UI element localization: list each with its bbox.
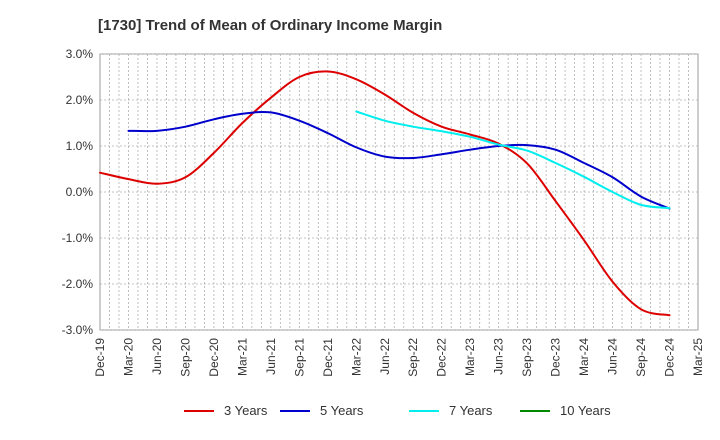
x-tick-label: Sep-21: [292, 338, 306, 377]
legend-label-5-years: 5 Years: [320, 403, 364, 418]
x-tick-label: Dec-23: [549, 338, 563, 377]
x-tick-label: Mar-21: [235, 338, 249, 376]
x-tick-label: Jun-21: [264, 338, 278, 375]
x-axis-tick-labels: Dec-19 Mar-20 Jun-20 Sep-20 Dec-20 Mar-21 Jun-…: [93, 338, 705, 377]
x-tick-label: Dec-22: [435, 338, 449, 377]
legend-label-3-years: 3 Years: [224, 403, 268, 418]
y-tick-label: 2.0%: [66, 93, 94, 107]
y-tick-label: -3.0%: [62, 323, 94, 337]
y-axis-tick-labels: 3.0% 2.0% 1.0% 0.0% -1.0% -2.0% -3.0%: [62, 47, 94, 337]
x-tick-label: Jun-23: [492, 338, 506, 375]
legend: 3 Years 5 Years 7 Years 10 Years: [184, 403, 611, 418]
x-tick-label: Jun-24: [606, 338, 620, 375]
x-tick-label: Sep-23: [520, 338, 534, 377]
x-tick-label: Sep-20: [178, 338, 192, 377]
legend-label-7-years: 7 Years: [449, 403, 493, 418]
x-tick-label: Jun-22: [378, 338, 392, 375]
y-tick-label: -1.0%: [62, 231, 94, 245]
x-tick-label: Mar-22: [349, 338, 363, 376]
y-tick-label: 0.0%: [66, 185, 94, 199]
series-line-3-years: [99, 70, 671, 317]
x-tick-label: Dec-21: [321, 338, 335, 377]
series-line-7-years: [355, 110, 671, 210]
x-tick-label: Sep-24: [634, 338, 648, 377]
x-tick-label: Mar-24: [577, 338, 591, 376]
y-tick-label: 1.0%: [66, 139, 94, 153]
x-tick-label: Jun-20: [150, 338, 164, 375]
legend-label-10-years: 10 Years: [560, 403, 611, 418]
series-line-5-years: [127, 110, 671, 210]
series-lines: [99, 70, 671, 317]
y-tick-label: 3.0%: [66, 47, 94, 61]
chart-title: [1730] Trend of Mean of Ordinary Income …: [98, 17, 442, 34]
x-tick-label: Dec-19: [93, 338, 107, 377]
x-tick-label: Sep-22: [406, 338, 420, 377]
x-tick-label: Mar-20: [121, 338, 135, 376]
x-tick-label: Mar-23: [463, 338, 477, 376]
plot-area: [99, 53, 699, 331]
x-tick-label: Mar-25: [691, 338, 705, 376]
y-tick-label: -2.0%: [62, 277, 94, 291]
grid-lines: [100, 53, 698, 331]
x-tick-label: Dec-24: [663, 338, 677, 377]
x-tick-label: Dec-20: [207, 338, 221, 377]
